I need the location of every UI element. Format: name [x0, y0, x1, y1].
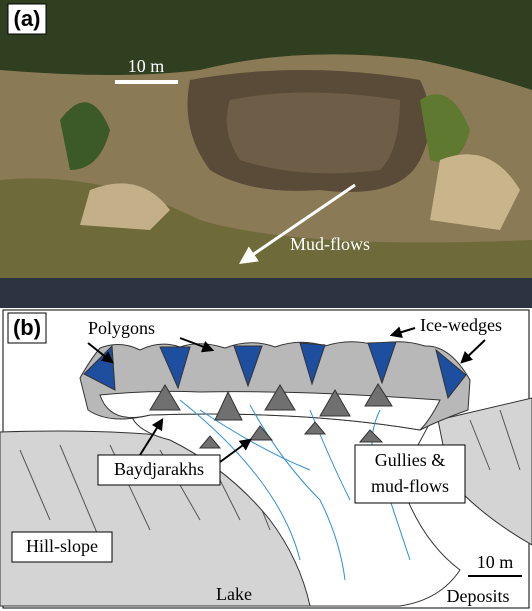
gullies-label: mud-flows: [371, 476, 449, 496]
shape: [0, 278, 532, 308]
lake-label: Lake: [216, 584, 252, 604]
diagram-panel: (b) Polygons Ice-wedges Baydjarakhs Gull…: [0, 310, 532, 608]
shape: [227, 93, 400, 174]
polygons-label: Polygons: [88, 318, 155, 338]
gullies-label: Gullies &: [375, 450, 446, 470]
baydjarakhs-label: Baydjarakhs: [114, 459, 204, 479]
panel-label: (a): [14, 6, 41, 31]
annotation: Mud-flows: [290, 234, 370, 254]
photo-panel: (a) 10 m Mud-flows: [0, 0, 532, 308]
panel-label: (b): [13, 315, 41, 340]
figure: (a) 10 m Mud-flows (b) Poly: [0, 0, 532, 611]
hill-slope-label: Hill-slope: [26, 536, 98, 556]
ice-wedges-label: Ice-wedges: [420, 315, 502, 335]
scale-label: 10 m: [128, 56, 165, 76]
scale-label: 10 m: [477, 552, 514, 572]
deposits-label: Deposits: [447, 586, 510, 606]
